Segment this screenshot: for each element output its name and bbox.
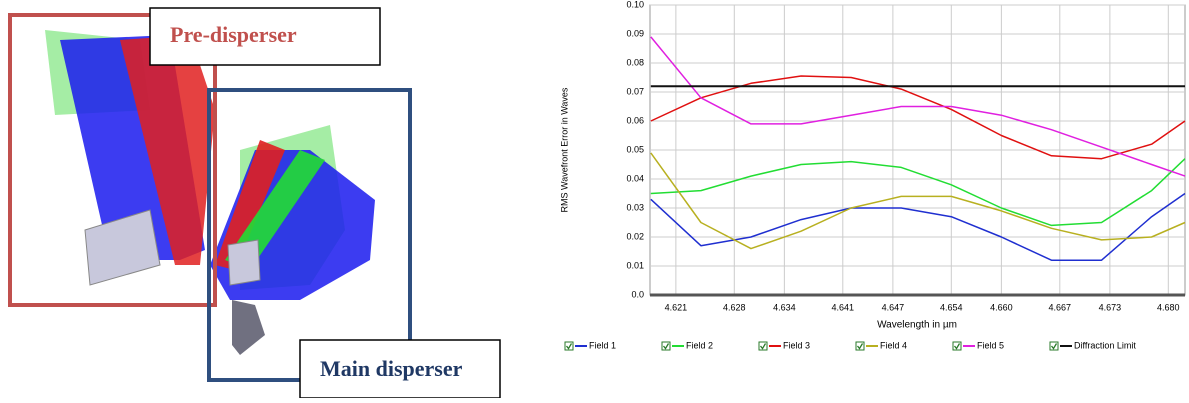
- x-tick-label: 4.680: [1157, 302, 1180, 312]
- legend-label: Field 4: [880, 340, 907, 350]
- annotation: Pre-disperser: [170, 22, 297, 47]
- optical-layout: Pre-disperser Main disperser: [10, 8, 500, 398]
- y-axis-title: RMS Wavefront Error in Waves: [559, 87, 569, 212]
- x-tick-label: 4.660: [990, 302, 1013, 312]
- y-tick-label: 0.05: [626, 144, 644, 154]
- y-tick-label: 0.01: [626, 260, 644, 270]
- y-tick-label: 0.06: [626, 115, 644, 125]
- y-tick-label: 0.04: [626, 173, 644, 183]
- x-axis-title: Wavelength in µm: [877, 320, 957, 331]
- x-tick-label: 4.673: [1099, 302, 1122, 312]
- legend-label: Field 1: [589, 340, 616, 350]
- y-tick-label: 0.02: [626, 231, 644, 241]
- x-tick-label: 4.621: [665, 302, 688, 312]
- x-tick-label: 4.667: [1049, 302, 1072, 312]
- y-tick-label: 0.07: [626, 86, 644, 96]
- legend-label: Diffraction Limit: [1074, 340, 1136, 350]
- x-tick-label: 4.634: [773, 302, 796, 312]
- x-tick-label: 4.641: [832, 302, 855, 312]
- y-tick-label: 0.10: [626, 0, 644, 9]
- legend: Field 1 Field 2 Field 3 Field 4 Field 5 Diffr…: [565, 340, 1136, 350]
- line-chart: RMS Wavefront Error in Waves Wavelength …: [559, 0, 1185, 331]
- legend-label: Field 5: [977, 340, 1004, 350]
- y-tick-label: 0.03: [626, 202, 644, 212]
- y-tick-label: 0.08: [626, 57, 644, 67]
- x-tick-label: 4.647: [882, 302, 905, 312]
- legend-label: Field 2: [686, 340, 713, 350]
- figure: Pre-disperser Main disperser RMS Wavefro…: [0, 0, 1189, 398]
- page: Pre-disperser Main disperser RMS Wavefro…: [0, 0, 1189, 398]
- legend-label: Field 3: [783, 340, 810, 350]
- x-tick-label: 4.628: [723, 302, 746, 312]
- annotation: Main disperser: [320, 356, 463, 381]
- x-tick-label: 4.654: [940, 302, 963, 312]
- y-tick-label: 0.0: [631, 289, 644, 299]
- y-tick-label: 0.09: [626, 28, 644, 38]
